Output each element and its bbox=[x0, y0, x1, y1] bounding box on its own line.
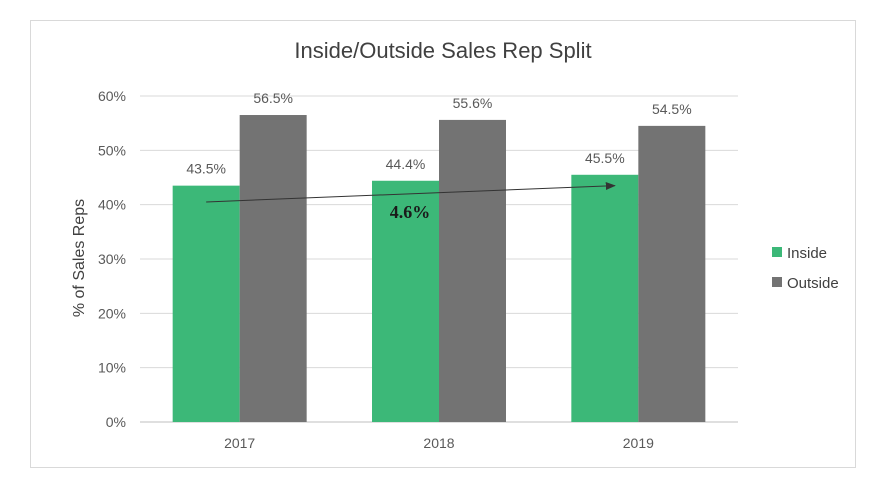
data-labels-group: 43.5% 56.5% 44.4% 55.6% 45.5% 54.5% bbox=[186, 90, 691, 177]
y-tick-label: 0% bbox=[106, 414, 126, 430]
x-tick-label: 2017 bbox=[224, 435, 255, 451]
legend-swatch-outside bbox=[772, 277, 782, 287]
trend-arrow bbox=[206, 182, 616, 203]
y-axis-label: % of Sales Reps bbox=[71, 199, 88, 317]
data-label-inside-2019: 45.5% bbox=[585, 150, 625, 166]
bar-outside-2019 bbox=[638, 125, 706, 422]
y-tick-label: 20% bbox=[98, 305, 126, 321]
legend-label-inside: Inside bbox=[787, 245, 827, 262]
chart-title: Inside/Outside Sales Rep Split bbox=[294, 38, 591, 63]
x-tick-label: 2018 bbox=[423, 435, 454, 451]
data-label-outside-2019: 54.5% bbox=[652, 101, 692, 117]
legend-swatch-inside bbox=[772, 247, 782, 257]
legend: Inside Outside bbox=[772, 245, 839, 292]
x-tick-label: 2019 bbox=[623, 435, 654, 451]
y-tick-label: 50% bbox=[98, 142, 126, 158]
y-tick-label: 60% bbox=[98, 88, 126, 104]
bar-inside-2017 bbox=[172, 185, 240, 422]
y-tick-label: 30% bbox=[98, 251, 126, 267]
axis-tick-labels-group: 0% 10% 20% 30% 40% 50% 60% 2017 2018 2019 bbox=[98, 88, 654, 451]
data-label-inside-2018: 44.4% bbox=[386, 156, 426, 172]
data-label-outside-2018: 55.6% bbox=[453, 95, 493, 111]
bar-inside-2018 bbox=[372, 180, 439, 422]
y-tick-label: 10% bbox=[98, 360, 126, 376]
data-label-inside-2017: 43.5% bbox=[186, 161, 226, 177]
legend-label-outside: Outside bbox=[787, 275, 839, 292]
trend-annotation: 4.6% bbox=[390, 202, 431, 222]
bar-outside-2018 bbox=[439, 119, 506, 422]
bars-group bbox=[172, 115, 706, 423]
data-label-outside-2017: 56.5% bbox=[253, 90, 293, 106]
bar-inside-2019 bbox=[571, 174, 639, 422]
bar-outside-2017 bbox=[239, 115, 307, 423]
y-tick-label: 40% bbox=[98, 197, 126, 213]
